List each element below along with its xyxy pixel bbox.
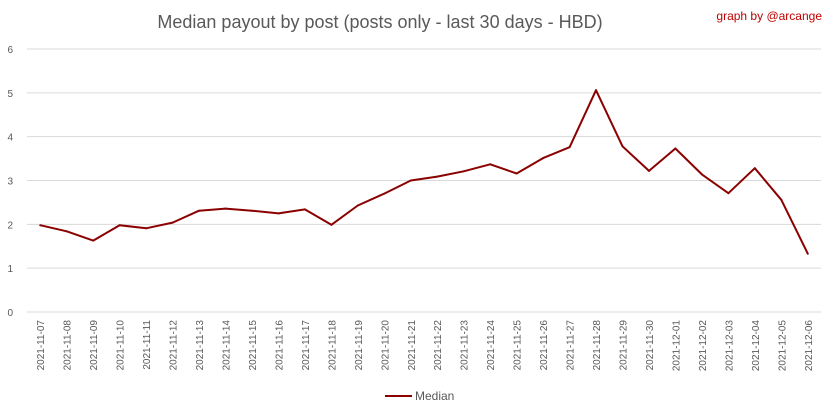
data-point [700,173,703,176]
data-point [277,212,280,215]
y-tick-label: 4 [7,133,13,144]
chart-title: Median payout by post (posts only - last… [157,12,602,32]
series-line-median [39,89,809,255]
x-tick-label: 2021-11-16 [274,320,285,371]
x-axis-ticks: 2021-11-07 2021-11-08 2021-11-09 2021-11-10… [36,320,815,372]
x-tick-label: 2021-11-22 [433,320,444,371]
data-point [436,175,439,178]
x-tick-label: 2021-11-21 [407,320,418,371]
x-tick-label: 2021-11-28 [592,320,603,371]
data-point [621,145,624,148]
data-point [462,170,465,173]
grid-lines [27,48,821,313]
x-tick-label: 2021-11-26 [539,320,550,371]
x-tick-label: 2021-11-07 [36,320,47,371]
data-point [647,169,650,172]
x-tick-label: 2021-12-03 [724,320,735,372]
y-tick-label: 5 [7,89,13,100]
x-tick-label: 2021-11-19 [354,320,365,371]
x-tick-label: 2021-11-18 [327,320,338,371]
x-tick-label: 2021-11-30 [645,320,656,371]
y-axis-ticks: 0 1 2 3 4 5 6 [7,45,13,319]
data-point [727,192,730,195]
x-tick-label: 2021-11-23 [460,320,471,371]
x-tick-label: 2021-11-10 [116,320,127,371]
data-point [303,208,306,211]
y-tick-label: 1 [7,264,13,275]
data-point [753,167,756,170]
data-point [595,89,598,92]
data-point [806,252,809,255]
x-tick-label: 2021-11-12 [169,320,180,371]
y-tick-label: 3 [7,177,13,188]
x-tick-label: 2021-11-08 [63,320,74,371]
legend-label-median: Median [415,389,454,403]
data-point [383,192,386,195]
data-point [145,227,148,230]
x-tick-label: 2021-12-01 [671,320,682,372]
x-tick-label: 2021-11-14 [222,320,233,371]
x-tick-label: 2021-12-04 [751,320,762,372]
data-point [409,179,412,182]
y-tick-label: 0 [7,308,13,319]
data-point [224,207,227,210]
x-tick-label: 2021-12-05 [777,320,788,372]
credit-label: graph by @arcange [716,9,822,23]
x-tick-label: 2021-11-17 [301,320,312,371]
x-tick-label: 2021-11-29 [619,320,630,371]
x-tick-label: 2021-11-20 [380,320,391,371]
data-point [515,172,518,175]
data-point [780,198,783,201]
data-point [171,221,174,224]
x-tick-label: 2021-11-11 [142,320,153,370]
data-point [674,147,677,150]
x-tick-label: 2021-11-09 [89,320,100,371]
y-tick-label: 6 [7,45,13,56]
x-tick-label: 2021-11-27 [566,320,577,371]
legend: Median [385,389,454,403]
x-tick-label: 2021-12-06 [804,320,815,372]
x-tick-label: 2021-11-13 [195,320,206,371]
x-tick-label: 2021-12-02 [698,320,709,372]
data-point [330,223,333,226]
data-point [542,157,545,160]
x-tick-label: 2021-11-15 [248,320,259,371]
x-tick-label: 2021-11-25 [513,320,524,371]
y-tick-label: 2 [7,220,13,231]
data-point [250,209,253,212]
x-tick-label: 2021-11-24 [486,320,497,371]
data-point [118,224,121,227]
data-point [39,224,42,227]
data-point [356,204,359,207]
data-point [489,163,492,166]
series-layer [39,89,809,255]
data-point [198,209,201,212]
data-point [568,146,571,149]
data-point [65,230,68,233]
data-point [92,239,95,242]
